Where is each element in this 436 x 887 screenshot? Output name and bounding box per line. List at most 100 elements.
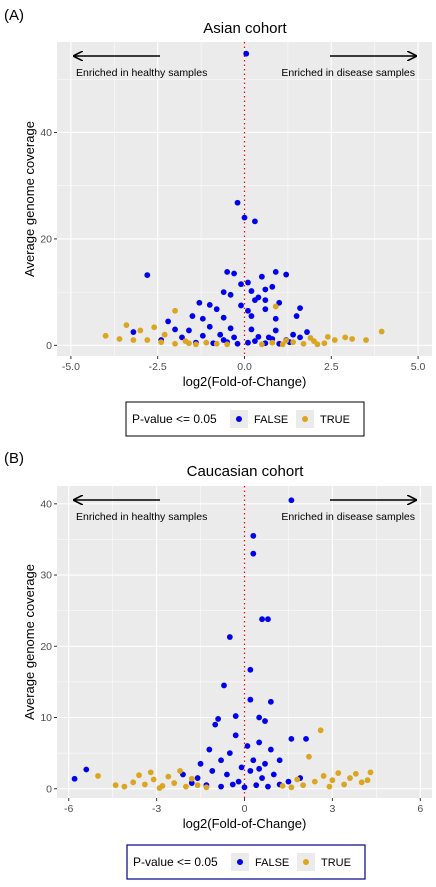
data-point-false bbox=[272, 269, 279, 275]
data-point-false bbox=[234, 199, 241, 206]
data-point-true bbox=[363, 337, 369, 343]
panel-b: (B) Caucasian cohort Enriched in healthy… bbox=[4, 450, 432, 880]
data-point-true bbox=[317, 727, 324, 734]
data-point-true bbox=[349, 336, 356, 342]
data-point-false bbox=[213, 306, 220, 313]
data-point-false bbox=[196, 299, 203, 306]
data-point-true bbox=[102, 332, 109, 339]
chart-title: Asian cohort bbox=[203, 20, 287, 37]
data-point-true bbox=[279, 341, 286, 348]
data-point-false bbox=[255, 333, 262, 340]
x-tick-label: -6 bbox=[64, 803, 73, 815]
data-point-false bbox=[215, 716, 222, 722]
data-point-false bbox=[217, 331, 224, 338]
x-tick-label: 5.0 bbox=[411, 361, 426, 373]
data-point-true bbox=[188, 775, 195, 782]
x-tick-label: 2.5 bbox=[324, 361, 339, 373]
data-point-false bbox=[232, 732, 239, 739]
data-point-true bbox=[130, 779, 137, 786]
data-point-false bbox=[288, 497, 295, 504]
data-point-true bbox=[203, 784, 210, 791]
data-point-true bbox=[150, 776, 157, 783]
y-axis-label: Average genome coverage bbox=[22, 564, 37, 720]
data-point-false bbox=[272, 327, 279, 334]
data-point-false bbox=[262, 297, 269, 304]
data-point-false bbox=[297, 305, 303, 312]
data-point-false bbox=[293, 313, 300, 319]
data-point-false bbox=[247, 768, 254, 774]
data-point-false bbox=[267, 746, 274, 753]
data-point-true bbox=[307, 335, 314, 341]
data-point-true bbox=[112, 782, 119, 789]
data-point-false bbox=[248, 288, 255, 294]
annotation-right: Enriched in disease samples bbox=[281, 511, 415, 523]
data-point-false bbox=[276, 757, 283, 764]
data-point-false bbox=[297, 334, 303, 341]
data-point-false bbox=[241, 784, 248, 791]
data-point-true bbox=[171, 780, 178, 786]
data-point-false bbox=[206, 323, 213, 330]
x-tick-label: 3 bbox=[329, 803, 335, 815]
data-point-false bbox=[259, 775, 265, 781]
data-point-true bbox=[272, 303, 279, 310]
data-point-false bbox=[248, 313, 255, 319]
data-point-false bbox=[172, 326, 178, 333]
data-point-true bbox=[141, 781, 148, 788]
data-point-false bbox=[252, 338, 258, 344]
data-point-false bbox=[265, 783, 271, 790]
data-point-false bbox=[283, 271, 290, 278]
data-point-false bbox=[130, 329, 137, 335]
data-point-false bbox=[262, 306, 269, 313]
panel-a: (A) Asian cohort Enriched in healthy sam… bbox=[4, 7, 432, 437]
data-point-false bbox=[256, 714, 263, 721]
data-point-false bbox=[245, 279, 251, 286]
data-point-false bbox=[256, 739, 263, 746]
data-point-false bbox=[262, 286, 269, 293]
x-tick-label: 0 bbox=[242, 803, 248, 815]
data-point-true bbox=[306, 753, 312, 760]
data-point-true bbox=[144, 337, 151, 343]
y-tick-label: 10 bbox=[40, 712, 52, 724]
data-point-false bbox=[83, 766, 90, 773]
legend-label-true: TRUE bbox=[320, 414, 350, 426]
data-point-false bbox=[71, 775, 78, 782]
data-point-false bbox=[262, 760, 268, 767]
data-point-true bbox=[290, 339, 297, 346]
data-point-true bbox=[324, 333, 331, 340]
data-point-false bbox=[265, 616, 271, 623]
data-point-true bbox=[165, 773, 172, 780]
data-point-false bbox=[218, 757, 224, 764]
data-point-true bbox=[172, 307, 178, 314]
data-point-true bbox=[130, 337, 137, 343]
data-point-false bbox=[250, 532, 257, 539]
data-point-true bbox=[156, 785, 163, 791]
data-point-true bbox=[194, 782, 201, 789]
data-point-true bbox=[352, 770, 359, 777]
data-point-false bbox=[269, 283, 276, 290]
data-point-true bbox=[311, 778, 318, 785]
data-point-false bbox=[212, 721, 219, 728]
data-point-true bbox=[258, 341, 265, 348]
data-point-false bbox=[144, 272, 151, 279]
y-tick-label: 0 bbox=[46, 783, 52, 795]
legend: P-value <= 0.05 FALSE TRUE bbox=[126, 844, 366, 880]
data-point-false bbox=[245, 307, 251, 314]
data-point-false bbox=[220, 289, 227, 296]
data-point-true bbox=[161, 331, 168, 338]
data-point-true bbox=[378, 328, 385, 335]
x-tick-label: -3 bbox=[152, 803, 161, 815]
data-point-true bbox=[269, 339, 276, 346]
data-point-false bbox=[235, 778, 242, 785]
data-point-false bbox=[238, 281, 244, 288]
x-axis-label: log2(Fold-of-Change) bbox=[183, 816, 307, 831]
y-tick-label: 20 bbox=[40, 234, 52, 246]
data-point-true bbox=[335, 770, 342, 776]
data-point-true bbox=[342, 334, 349, 341]
data-point-false bbox=[243, 50, 250, 57]
data-point-true bbox=[279, 782, 286, 789]
data-point-false bbox=[244, 743, 251, 749]
data-point-false bbox=[231, 270, 237, 277]
data-point-false bbox=[253, 782, 260, 789]
data-point-true bbox=[364, 777, 371, 784]
data-point-false bbox=[194, 775, 201, 781]
